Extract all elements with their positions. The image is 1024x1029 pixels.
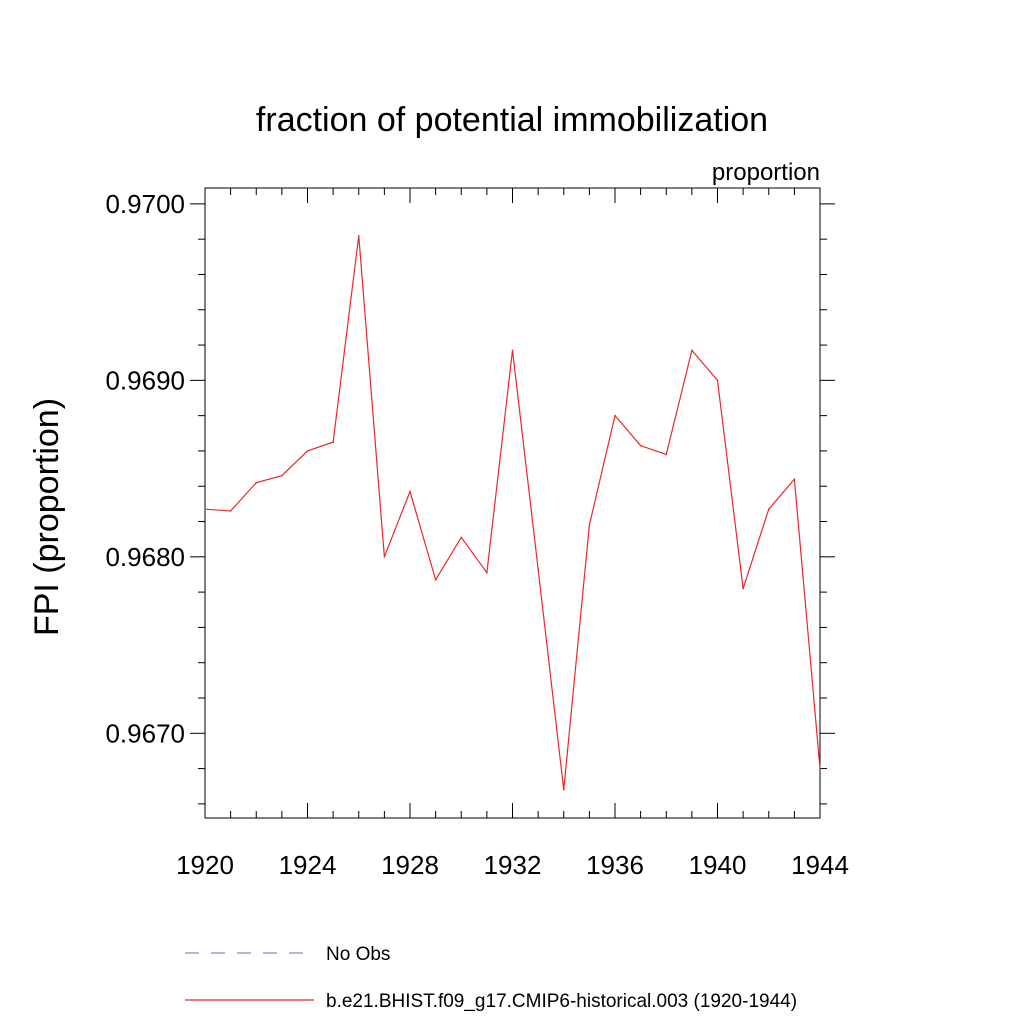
data-point bbox=[742, 587, 744, 590]
y-tick-label: 0.9700 bbox=[105, 189, 185, 219]
data-point bbox=[562, 788, 565, 791]
x-tick-label: 1928 bbox=[381, 850, 439, 880]
data-point bbox=[511, 349, 514, 352]
legend-label: No Obs bbox=[326, 944, 390, 965]
data-point bbox=[306, 450, 309, 452]
axes: 1920 1924 1928 1932 1936 1940 1944 0.9670 0.9680… bbox=[105, 187, 849, 880]
data-point bbox=[281, 474, 283, 477]
data-point bbox=[255, 481, 258, 484]
x-tick-label: 1936 bbox=[586, 850, 644, 880]
data-point bbox=[614, 414, 616, 417]
data-point bbox=[819, 767, 821, 770]
data-point bbox=[434, 578, 437, 581]
y-axis-title: FPI (proportion) bbox=[28, 398, 66, 636]
series-layer bbox=[204, 234, 821, 791]
data-point bbox=[537, 568, 539, 570]
data-point bbox=[588, 524, 591, 526]
data-point bbox=[639, 444, 642, 447]
units-label: proportion bbox=[712, 159, 820, 186]
legend: No Obs b.e21.BHIST.f09_g17.CMIP6-historic… bbox=[185, 944, 797, 1012]
x-tick-label: 1932 bbox=[484, 850, 542, 880]
y-tick-label: 0.9690 bbox=[105, 365, 185, 395]
data-point bbox=[229, 510, 232, 512]
data-point bbox=[409, 490, 411, 493]
x-tick-label: 1944 bbox=[791, 850, 849, 880]
data-point bbox=[204, 508, 206, 510]
series-line bbox=[204, 235, 821, 790]
plot-frame bbox=[204, 187, 821, 819]
data-point bbox=[357, 234, 360, 237]
data-point bbox=[767, 508, 770, 510]
data-point bbox=[486, 571, 488, 574]
data-point bbox=[691, 349, 693, 352]
data-point bbox=[383, 556, 386, 558]
data-point bbox=[332, 441, 334, 443]
data-point bbox=[665, 453, 668, 456]
x-tick-label: 1940 bbox=[689, 850, 747, 880]
data-point bbox=[793, 478, 796, 480]
chart-title: fraction of potential immobilization bbox=[256, 101, 768, 139]
x-tick-label: 1920 bbox=[176, 850, 234, 880]
x-tick-label: 1924 bbox=[279, 850, 337, 880]
data-point bbox=[716, 379, 719, 382]
y-tick-label: 0.9670 bbox=[105, 718, 185, 748]
y-tick-label: 0.9680 bbox=[105, 542, 185, 572]
legend-label: b.e21.BHIST.f09_g17.CMIP6-historical.003… bbox=[326, 991, 797, 1012]
data-point bbox=[460, 536, 463, 539]
